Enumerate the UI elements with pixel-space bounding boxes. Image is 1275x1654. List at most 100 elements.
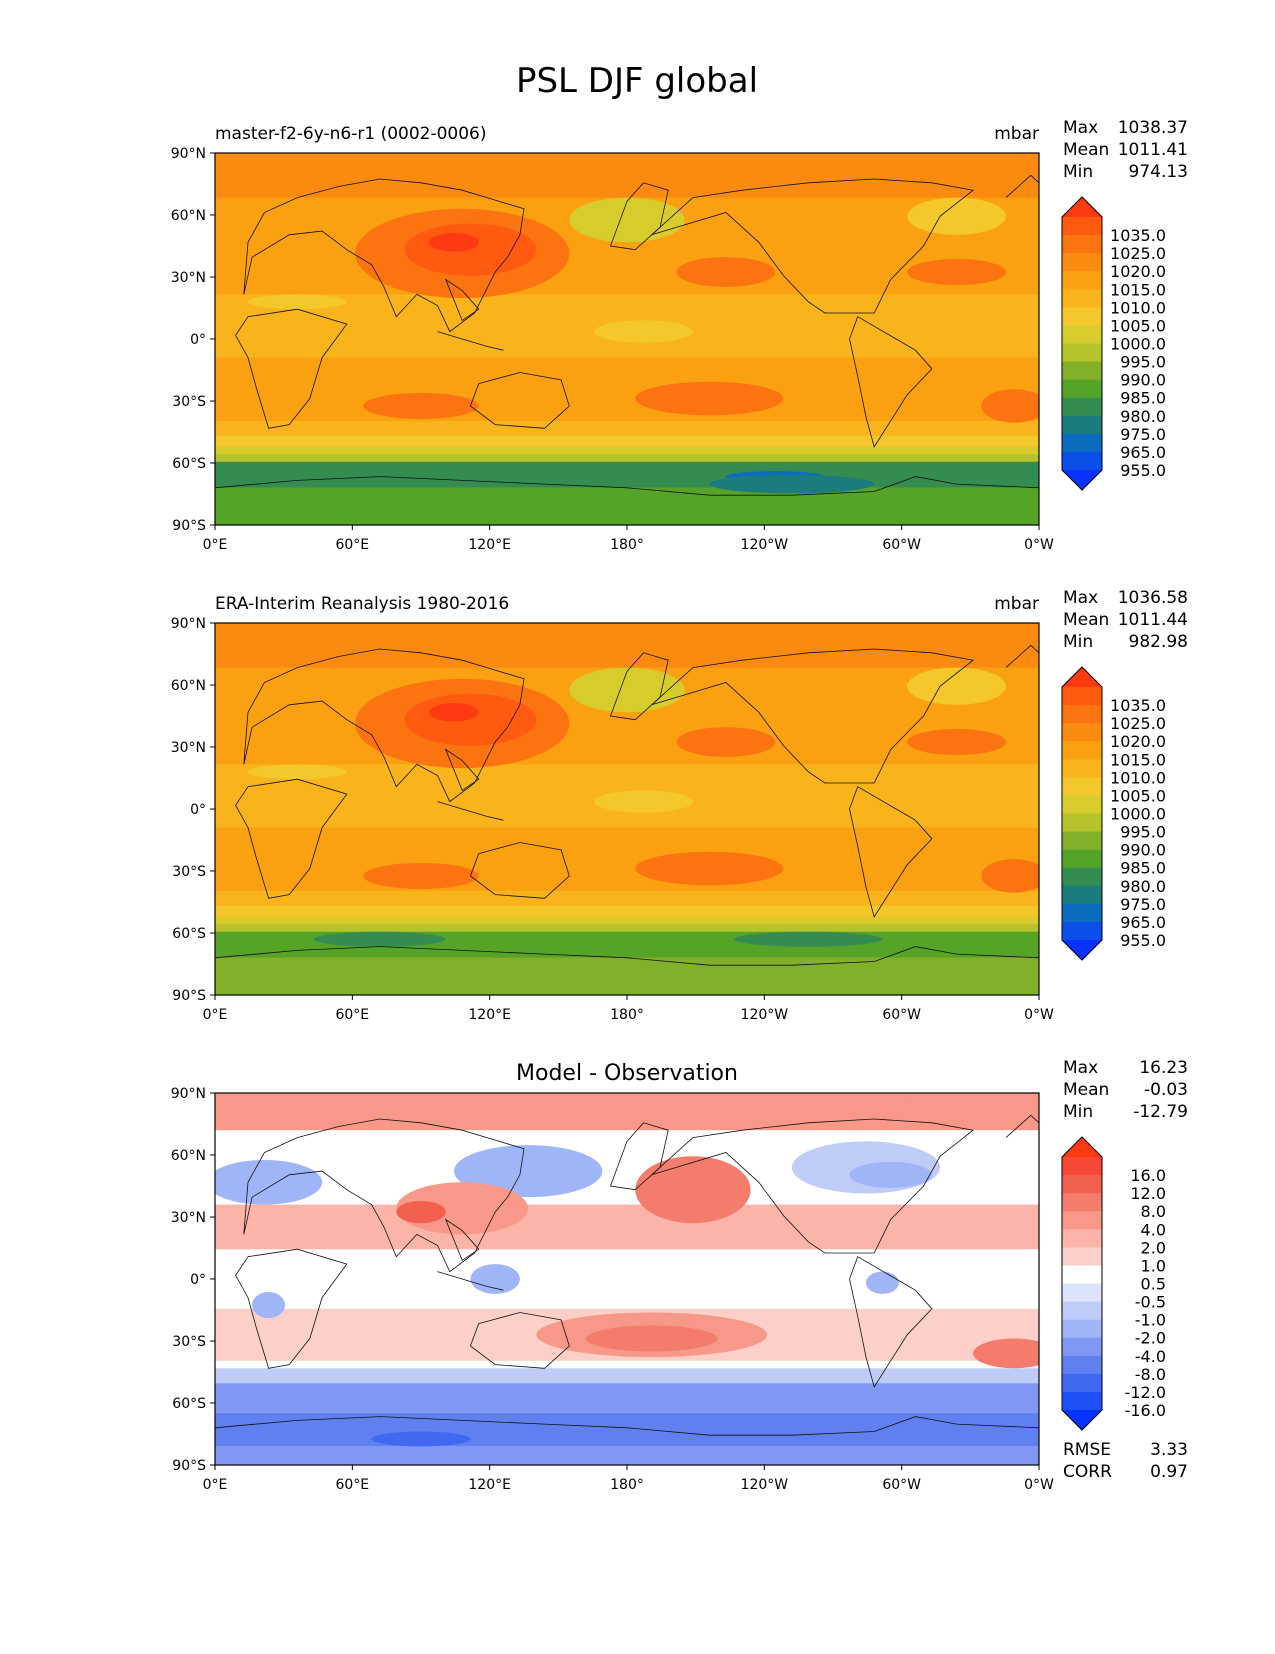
- colorbar-segment: [1062, 885, 1102, 905]
- colorbar-segment: [1062, 235, 1102, 254]
- figure-title: PSL DJF global: [516, 61, 758, 101]
- panel-title: ERA-Interim Reanalysis 1980-2016: [215, 594, 509, 614]
- colorbar-segment: [1062, 903, 1102, 923]
- colorbar-tick-label: 1000.0: [1110, 335, 1166, 354]
- colorbar-tick-label: 965.0: [1120, 443, 1166, 462]
- stat-value: -12.79: [1133, 1102, 1188, 1122]
- map-panel-1: 90°N 60°N 30°N 0° 30°S 60°S 90°S 0°E 60°E 120°E 18…: [171, 118, 1188, 553]
- colorbar-segment: [1062, 1355, 1102, 1375]
- colorbar: 1035.01025.01020.01015.01010.01005.01000…: [1061, 196, 1166, 491]
- colorbar-tick-label: 1020.0: [1110, 262, 1166, 281]
- colorbar-segment: [1062, 1319, 1102, 1339]
- lon-tick-label: 180°: [610, 1007, 644, 1023]
- colorbar-tick-label: 955.0: [1120, 931, 1166, 950]
- colorbar-segment: [1062, 433, 1102, 453]
- colorbar-segment: [1062, 849, 1102, 869]
- panel-title: master-f2-6y-n6-r1 (0002-0006): [215, 124, 487, 144]
- colorbar-segment: [1062, 1391, 1102, 1411]
- lon-tick-label: 0°E: [203, 1477, 228, 1493]
- stat-value: 1011.41: [1118, 140, 1188, 160]
- colorbar-tick-label: 980.0: [1120, 407, 1166, 426]
- lon-tick-label: 0°W: [1024, 537, 1054, 553]
- colorbar-segment: [1062, 687, 1102, 706]
- colorbar-tick-label: 1035.0: [1110, 226, 1166, 245]
- colorbar-segment: [1062, 1157, 1102, 1176]
- colorbar-tick-label: 1005.0: [1110, 316, 1166, 335]
- colorbar-extend-min: [1062, 470, 1102, 490]
- lat-tick-label: 60°N: [171, 208, 206, 224]
- colorbar-tick-label: 1010.0: [1110, 298, 1166, 317]
- lon-tick-label: 60°E: [335, 537, 369, 553]
- colorbar-tick-label: 1.0: [1141, 1256, 1166, 1275]
- colorbar-segment: [1062, 361, 1102, 381]
- colorbar-tick-label: 1000.0: [1110, 805, 1166, 824]
- lon-tick-label: 0°E: [203, 1007, 228, 1023]
- colorbar-tick-label: 1020.0: [1110, 732, 1166, 751]
- colorbar-segment: [1062, 1211, 1102, 1230]
- colorbar-segment: [1062, 1247, 1102, 1266]
- stat-label: RMSE: [1063, 1440, 1111, 1460]
- colorbar-tick-label: 1015.0: [1110, 750, 1166, 769]
- lon-tick-label: 0°W: [1024, 1007, 1054, 1023]
- colorbar-tick-label: 990.0: [1120, 371, 1166, 390]
- colorbar-extend-max: [1062, 667, 1102, 687]
- colorbar-segment: [1062, 1175, 1102, 1194]
- stat-value: 974.13: [1129, 162, 1188, 182]
- colorbar-segment: [1062, 1283, 1102, 1303]
- colorbar-tick-label: -1.0: [1135, 1311, 1166, 1330]
- colorbar-tick-label: 12.0: [1130, 1184, 1166, 1203]
- colorbar-segment: [1062, 1373, 1102, 1393]
- colorbar-segment: [1062, 397, 1102, 417]
- stat-label: Min: [1063, 1102, 1093, 1122]
- colorbar-tick-label: 1015.0: [1110, 280, 1166, 299]
- map-panel-3: 90°N 60°N 30°N 0° 30°S 60°S 90°S 0°E 60°E 120°E 18…: [171, 1058, 1188, 1493]
- coastlines: [215, 644, 1039, 966]
- colorbar-segment: [1062, 1337, 1102, 1357]
- lat-tick-label: 30°N: [171, 1210, 206, 1226]
- lat-tick-label: 60°S: [172, 1396, 206, 1412]
- lon-tick-label: 60°E: [335, 1477, 369, 1493]
- lat-tick-label: 60°S: [172, 926, 206, 942]
- colorbar-tick-label: 965.0: [1120, 913, 1166, 932]
- colorbar-tick-label: 995.0: [1120, 823, 1166, 842]
- colorbar-tick-label: 985.0: [1120, 389, 1166, 408]
- units-label: mbar: [994, 124, 1039, 144]
- colorbar-extend-min: [1062, 1410, 1102, 1430]
- colorbar-tick-label: -8.0: [1135, 1365, 1166, 1384]
- lon-tick-label: 120°E: [468, 1007, 511, 1023]
- lon-tick-label: 120°E: [468, 537, 511, 553]
- stat-value: 3.33: [1150, 1440, 1188, 1460]
- lon-tick-label: 60°W: [882, 1007, 921, 1023]
- lat-tick-label: 90°N: [171, 146, 206, 162]
- filled-contour-field: [215, 153, 1039, 525]
- lat-tick-label: 60°N: [171, 1148, 206, 1164]
- colorbar-tick-label: 1025.0: [1110, 714, 1166, 733]
- colorbar-segment: [1062, 1229, 1102, 1248]
- colorbar-segment: [1062, 379, 1102, 399]
- colorbar-tick-label: -4.0: [1135, 1347, 1166, 1366]
- filled-contour-field: [215, 1093, 1039, 1465]
- colorbar-tick-label: 1025.0: [1110, 244, 1166, 263]
- lat-tick-label: 90°N: [171, 1086, 206, 1102]
- colorbar-segment: [1062, 759, 1102, 778]
- colorbar-tick-label: 955.0: [1120, 461, 1166, 480]
- colorbar-segment: [1062, 307, 1102, 326]
- colorbar-segment: [1062, 1301, 1102, 1321]
- colorbar-segment: [1062, 271, 1102, 290]
- stat-value: 1038.37: [1118, 118, 1188, 138]
- colorbar-tick-label: 980.0: [1120, 877, 1166, 896]
- stat-value: 1011.44: [1118, 610, 1188, 630]
- colorbar-tick-label: 975.0: [1120, 895, 1166, 914]
- lat-tick-label: 90°N: [171, 616, 206, 632]
- colorbar-segment: [1062, 289, 1102, 308]
- stat-label: Max: [1063, 588, 1098, 608]
- colorbar: 1035.01025.01020.01015.01010.01005.01000…: [1061, 666, 1166, 961]
- lon-tick-label: 0°W: [1024, 1477, 1054, 1493]
- lat-tick-label: 30°N: [171, 740, 206, 756]
- colorbar-tick-label: 995.0: [1120, 353, 1166, 372]
- colorbar-tick-label: -12.0: [1125, 1383, 1166, 1402]
- filled-contour-field: [215, 623, 1039, 995]
- lat-tick-label: 30°S: [172, 394, 206, 410]
- colorbar-segment: [1062, 921, 1102, 941]
